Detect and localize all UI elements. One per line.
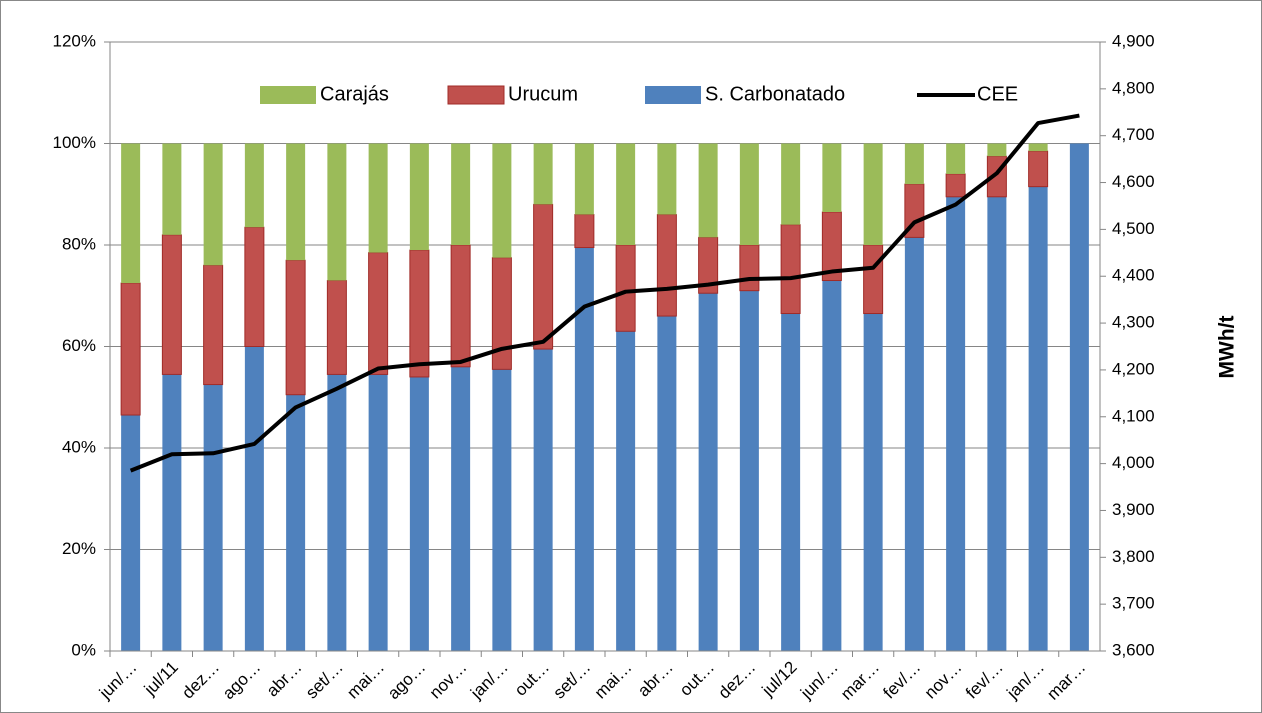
- bar-segment: [863, 244, 884, 315]
- y-tick-label: 60%: [62, 336, 96, 355]
- bar-segment: [120, 282, 141, 416]
- legend-label: S. Carbonatado: [705, 83, 845, 105]
- y2-tick-label: 4,800: [1112, 78, 1155, 97]
- bar-segment: [739, 290, 759, 651]
- bar-segment: [121, 143, 141, 284]
- bar-segment: [286, 394, 306, 651]
- bar-segment: [409, 249, 430, 378]
- bar-segment: [286, 143, 306, 261]
- bar-segment: [1028, 150, 1049, 188]
- y-tick-label: 100%: [53, 133, 96, 152]
- bar-segment: [698, 293, 718, 651]
- bar-segment: [780, 224, 801, 315]
- bar-segment: [863, 313, 883, 651]
- bar-segment: [987, 143, 1007, 157]
- y-tick-label: 120%: [53, 31, 96, 50]
- bar-segment: [822, 280, 842, 651]
- y2-tick-label: 4,600: [1112, 172, 1155, 191]
- bar-segment: [946, 196, 966, 651]
- bar-segment: [1069, 143, 1089, 651]
- y2-tick-label: 4,000: [1112, 453, 1155, 472]
- bar-segment: [203, 264, 224, 386]
- legend-swatch: [260, 86, 316, 104]
- bar-segment: [285, 259, 306, 396]
- bar-segment: [451, 143, 471, 245]
- bar-segment: [368, 374, 388, 651]
- bar-segment: [451, 366, 471, 651]
- bar-segment: [574, 247, 594, 651]
- bar-segment: [781, 313, 801, 651]
- bar-segment: [657, 143, 677, 215]
- y2-tick-label: 4,200: [1112, 359, 1155, 378]
- bar-segment: [574, 214, 595, 249]
- bar-segment: [244, 226, 265, 347]
- bar-segment: [162, 374, 182, 651]
- bar-segment: [533, 143, 553, 205]
- bar-segment: [657, 316, 677, 651]
- y2-tick-label: 4,900: [1112, 31, 1155, 50]
- bar-segment: [615, 244, 636, 332]
- bar-segment: [863, 143, 883, 245]
- y-tick-label: 0%: [71, 640, 96, 659]
- bar-segment: [904, 143, 924, 185]
- bar-segment: [533, 203, 554, 350]
- bar-segment: [368, 143, 388, 253]
- bar-segment: [822, 143, 842, 213]
- bar-segment: [492, 143, 512, 258]
- bar-segment: [656, 214, 677, 317]
- y2-tick-label: 3,700: [1112, 594, 1155, 613]
- y2-tick-label: 3,800: [1112, 547, 1155, 566]
- bar-segment: [987, 196, 1007, 651]
- bar-segment: [409, 143, 429, 251]
- bar-segment: [327, 143, 347, 281]
- bar-segment: [409, 376, 429, 651]
- bar-segment: [161, 234, 182, 375]
- legend-label: Urucum: [508, 83, 578, 105]
- y2-tick-label: 4,500: [1112, 219, 1155, 238]
- bar-segment: [533, 349, 553, 651]
- y2-tick-label: 4,300: [1112, 313, 1155, 332]
- bar-segment: [698, 143, 718, 238]
- bar-segment: [1028, 143, 1048, 152]
- legend-swatch: [645, 86, 701, 104]
- bar-segment: [327, 374, 347, 651]
- y-tick-label: 20%: [62, 539, 96, 558]
- legend-label: Carajás: [320, 83, 389, 105]
- y-tick-label: 80%: [62, 234, 96, 253]
- bar-segment: [781, 143, 801, 225]
- y-tick-label: 40%: [62, 437, 96, 456]
- bar-segment: [904, 237, 924, 651]
- bar-segment: [203, 384, 223, 651]
- bar-segment: [121, 415, 141, 651]
- bar-segment: [326, 280, 347, 375]
- y2-tick-label: 3,900: [1112, 500, 1155, 519]
- bar-segment: [450, 244, 471, 368]
- bar-segment: [945, 173, 966, 198]
- bar-segment: [574, 143, 594, 215]
- legend-label: CEE: [977, 83, 1018, 105]
- y2-tick-label: 4,400: [1112, 266, 1155, 285]
- y2-tick-label: 4,700: [1112, 125, 1155, 144]
- bar-segment: [739, 244, 760, 292]
- y2-tick-label: 3,600: [1112, 640, 1155, 659]
- bar-segment: [162, 143, 182, 235]
- bar-segment: [946, 143, 966, 174]
- bar-segment: [368, 252, 389, 375]
- bar-segment: [616, 331, 636, 651]
- y2-axis-label: MWh/t: [1216, 316, 1239, 379]
- legend-swatch: [447, 85, 505, 105]
- bar-segment: [244, 346, 264, 651]
- line-series: [129, 113, 1080, 473]
- bar-segment: [616, 143, 636, 245]
- bar-segment: [244, 143, 264, 228]
- bar-segment: [203, 143, 223, 266]
- bar-segment: [739, 143, 759, 245]
- y2-tick-label: 4,100: [1112, 406, 1155, 425]
- bar-segment: [1028, 186, 1048, 651]
- bar-segment: [492, 369, 512, 651]
